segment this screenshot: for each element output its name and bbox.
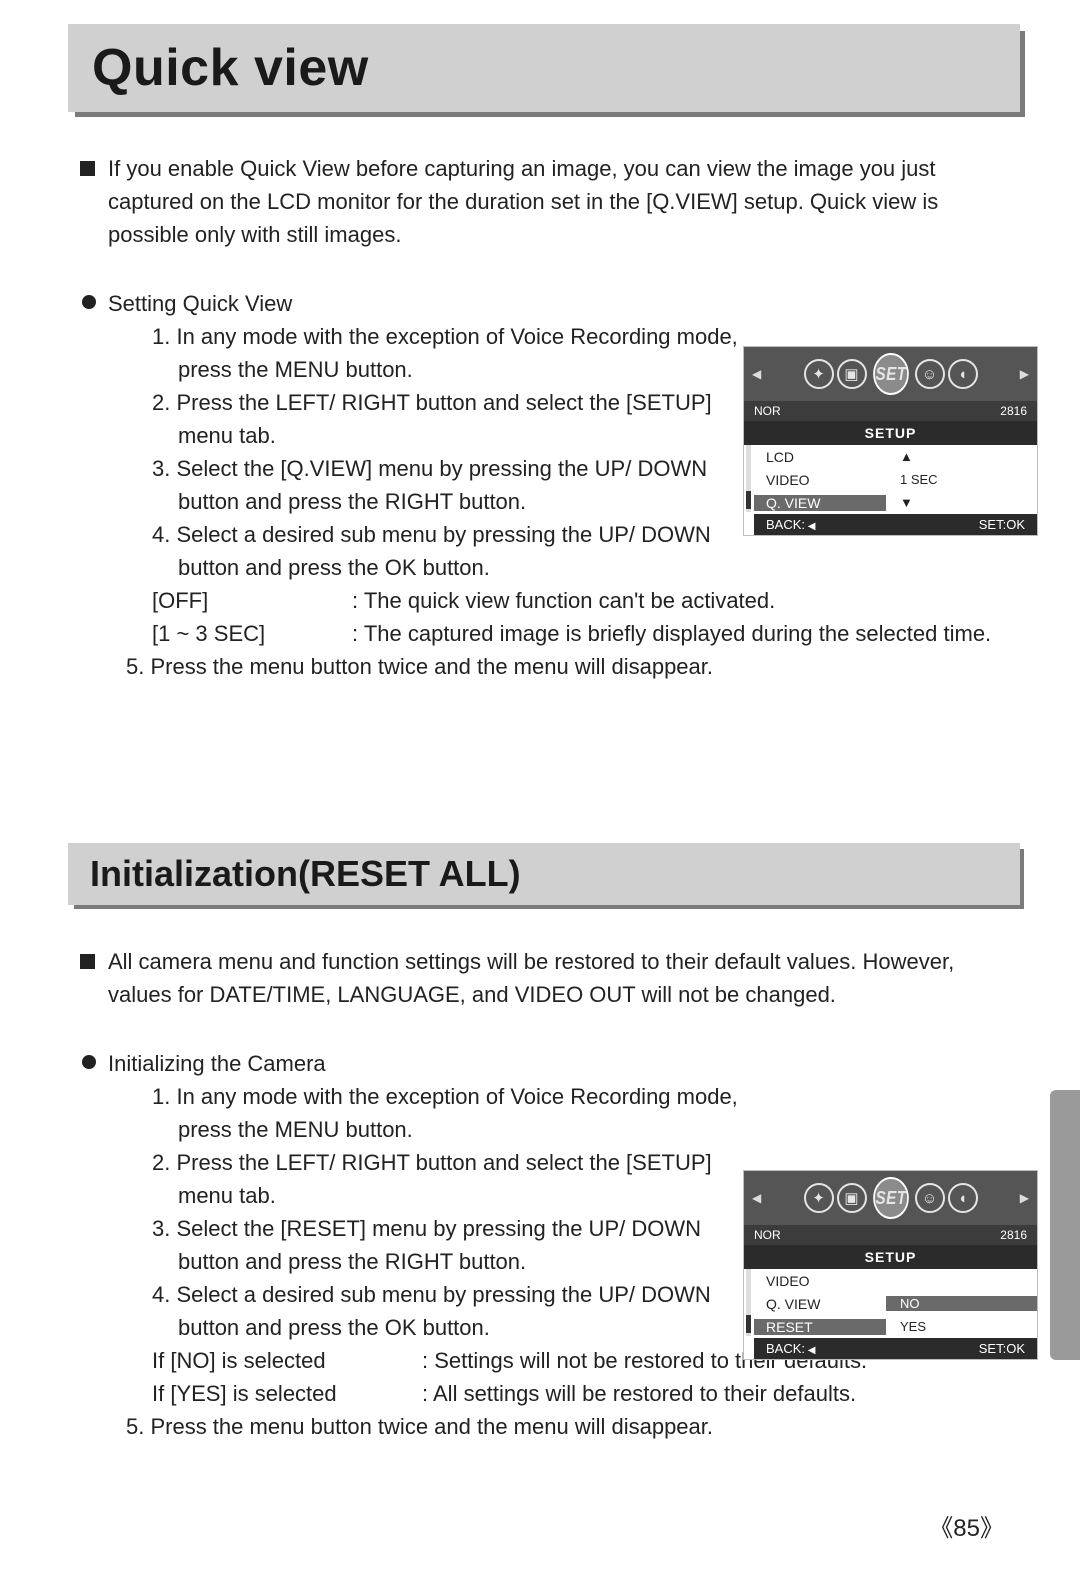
section-title: Quick view [92, 38, 1000, 98]
set-tab-icon: SET [873, 1177, 909, 1219]
sound-icon: ◖ [948, 359, 978, 389]
intro-paragraph: All camera menu and function settings wi… [84, 945, 1016, 1011]
step-5: 5. Press the menu button twice and the m… [152, 1410, 1016, 1443]
lcd-status-strip: NOR 2816 [744, 1225, 1037, 1245]
lcd-back-label: BACK: [766, 517, 815, 532]
lcd-tab-icons: ✦ ▣ SET ☺ ◖ [804, 1177, 978, 1219]
option-key: If [NO] is selected [152, 1344, 422, 1377]
right-arrow-icon: ▶ [1018, 367, 1031, 381]
subheading: Initializing the Camera [84, 1047, 1016, 1080]
step-3: 3. Select the [RESET] menu by pressing t… [178, 1212, 738, 1278]
manual-page: Quick view ◀ ✦ ▣ SET ☺ ◖ ▶ NOR 2816 SETU… [0, 0, 1080, 1585]
lcd-status-strip: NOR 2816 [744, 401, 1037, 421]
lcd-menu: LCD▲ VIDEO1 SEC Q. VIEW▼ BACK: SET:OK [744, 445, 1037, 535]
set-tab-icon: SET [873, 353, 909, 395]
step-5: 5. Press the menu button twice and the m… [152, 650, 1016, 683]
chapter-tab [1050, 1090, 1080, 1360]
lcd-screenshot-qview: ◀ ✦ ▣ SET ☺ ◖ ▶ NOR 2816 SETUP LCD▲ VIDE… [743, 346, 1038, 536]
left-arrow-icon: ◀ [750, 367, 763, 381]
lcd-screenshot-reset: ◀ ✦ ▣ SET ☺ ◖ ▶ NOR 2816 SETUP VIDEO Q. … [743, 1170, 1038, 1360]
subheading: Setting Quick View [84, 287, 1016, 320]
person-icon: ☺ [915, 359, 945, 389]
left-arrow-icon: ◀ [750, 1191, 763, 1205]
option-key: [OFF] [152, 584, 352, 617]
section-title-bar: Initialization(RESET ALL) [68, 843, 1020, 905]
step-1: 1. In any mode with the exception of Voi… [178, 1080, 738, 1146]
lcd-setok-label: SET:OK [979, 517, 1025, 532]
lcd-tab-strip: ◀ ✦ ▣ SET ☺ ◖ ▶ [744, 1171, 1037, 1225]
step-2: 2. Press the LEFT/ RIGHT button and sele… [178, 386, 738, 452]
section-title-bar: Quick view [68, 24, 1020, 112]
palette-icon: ✦ [804, 359, 834, 389]
page-number: 85 [929, 1508, 1004, 1543]
lcd-tab-icons: ✦ ▣ SET ☺ ◖ [804, 353, 978, 395]
lcd-setok-label: SET:OK [979, 1341, 1025, 1356]
menu-row: VIDEO [754, 1269, 1037, 1292]
lcd-tab-strip: ◀ ✦ ▣ SET ☺ ◖ ▶ [744, 347, 1037, 401]
lcd-resolution: 2816 [1000, 401, 1027, 421]
step-3: 3. Select the [Q.VIEW] menu by pressing … [178, 452, 738, 518]
palette-icon: ✦ [804, 1183, 834, 1213]
right-arrow-icon: ▶ [1018, 1191, 1031, 1205]
step-4: 4. Select a desired sub menu by pressing… [178, 518, 738, 584]
option-desc: : The quick view function can't be activ… [352, 584, 775, 617]
intro-paragraph: If you enable Quick View before capturin… [84, 152, 1016, 251]
menu-row: VIDEO1 SEC [754, 468, 1037, 491]
lcd-quality: NOR [754, 1225, 781, 1245]
play-tab-icon: ▣ [837, 1183, 867, 1213]
lcd-footer: BACK: SET:OK [754, 1338, 1037, 1359]
menu-row-selected: RESETYES [754, 1315, 1037, 1338]
section-title: Initialization(RESET ALL) [90, 853, 1000, 895]
option-desc: : The captured image is briefly displaye… [352, 617, 991, 650]
person-icon: ☺ [915, 1183, 945, 1213]
lcd-back-label: BACK: [766, 1341, 815, 1356]
sound-icon: ◖ [948, 1183, 978, 1213]
step-1: 1. In any mode with the exception of Voi… [178, 320, 738, 386]
lcd-setup-label: SETUP [744, 1245, 1037, 1269]
lcd-footer: BACK: SET:OK [754, 514, 1037, 535]
step-2: 2. Press the LEFT/ RIGHT button and sele… [178, 1146, 738, 1212]
menu-row-selected: Q. VIEW▼ [754, 491, 1037, 514]
option-key: If [YES] is selected [152, 1377, 422, 1410]
menu-row: Q. VIEWNO [754, 1292, 1037, 1315]
lcd-menu: VIDEO Q. VIEWNO RESETYES BACK: SET:OK [744, 1269, 1037, 1359]
lcd-resolution: 2816 [1000, 1225, 1027, 1245]
play-tab-icon: ▣ [837, 359, 867, 389]
step-4: 4. Select a desired sub menu by pressing… [178, 1278, 738, 1344]
lcd-setup-label: SETUP [744, 421, 1037, 445]
option-key: [1 ~ 3 SEC] [152, 617, 352, 650]
lcd-quality: NOR [754, 401, 781, 421]
option-desc: : All settings will be restored to their… [422, 1377, 856, 1410]
menu-row: LCD▲ [754, 445, 1037, 468]
